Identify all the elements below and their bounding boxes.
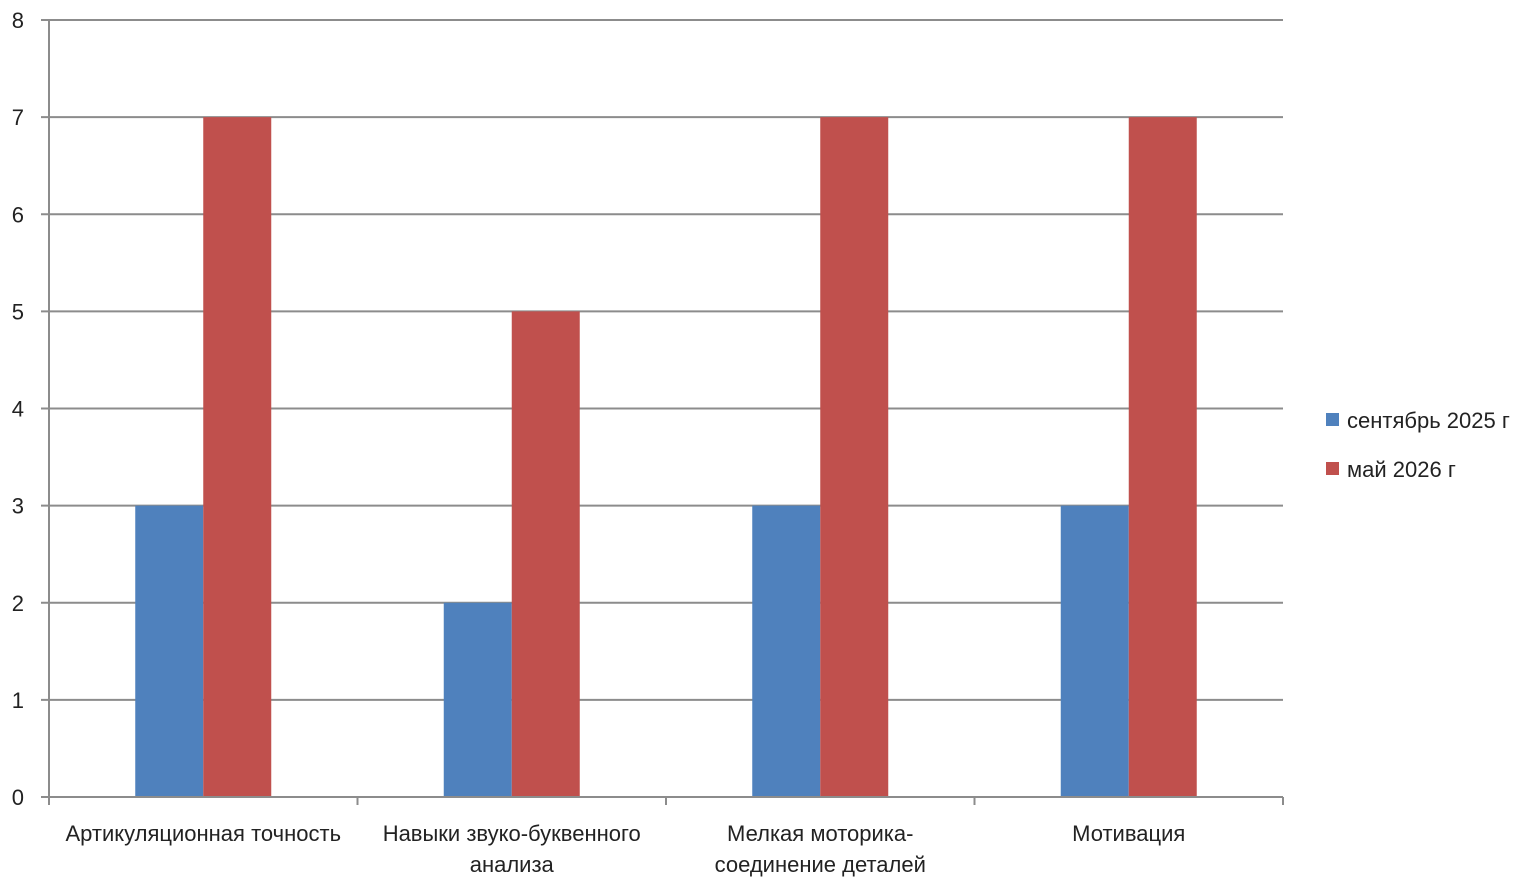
y-tick-label: 1 <box>12 688 24 713</box>
bar-september-2025 <box>752 505 821 797</box>
y-tick-label: 0 <box>12 785 24 810</box>
bar-may-2026 <box>1128 117 1197 797</box>
y-tick-label: 2 <box>12 591 24 616</box>
legend-swatch <box>1326 413 1339 426</box>
y-tick-label: 7 <box>12 105 24 130</box>
legend-label: май 2026 г <box>1347 457 1456 482</box>
bar-september-2025 <box>1060 505 1129 797</box>
y-tick-label: 5 <box>12 299 24 324</box>
legend: сентябрь 2025 г май 2026 г <box>1326 408 1510 482</box>
x-category-label: Артикуляционная точность <box>65 821 341 846</box>
legend-swatch <box>1326 462 1339 475</box>
bar-september-2025 <box>135 505 204 797</box>
bars <box>135 117 1197 797</box>
x-category-label: Мотивация <box>1072 821 1185 846</box>
y-tick-label: 3 <box>12 494 24 519</box>
x-category-label: Навыки звуко-буквенного анализа <box>383 821 641 877</box>
y-tick-label: 8 <box>12 8 24 33</box>
legend-label: сентябрь 2025 г <box>1347 408 1510 433</box>
y-tick-label: 4 <box>12 397 24 422</box>
bar-may-2026 <box>203 117 272 797</box>
x-axis-category-labels: Артикуляционная точность Навыки звуко-бук… <box>65 821 1185 877</box>
y-tick-label: 6 <box>12 202 24 227</box>
x-category-label: Мелкая моторика-соединение деталей <box>715 821 926 877</box>
bar-september-2025 <box>443 602 512 797</box>
y-axis-tick-labels: 0 1 2 3 4 5 6 7 8 <box>12 8 24 810</box>
bar-may-2026 <box>511 311 580 797</box>
bar-may-2026 <box>820 117 889 797</box>
axes <box>41 19 1284 805</box>
